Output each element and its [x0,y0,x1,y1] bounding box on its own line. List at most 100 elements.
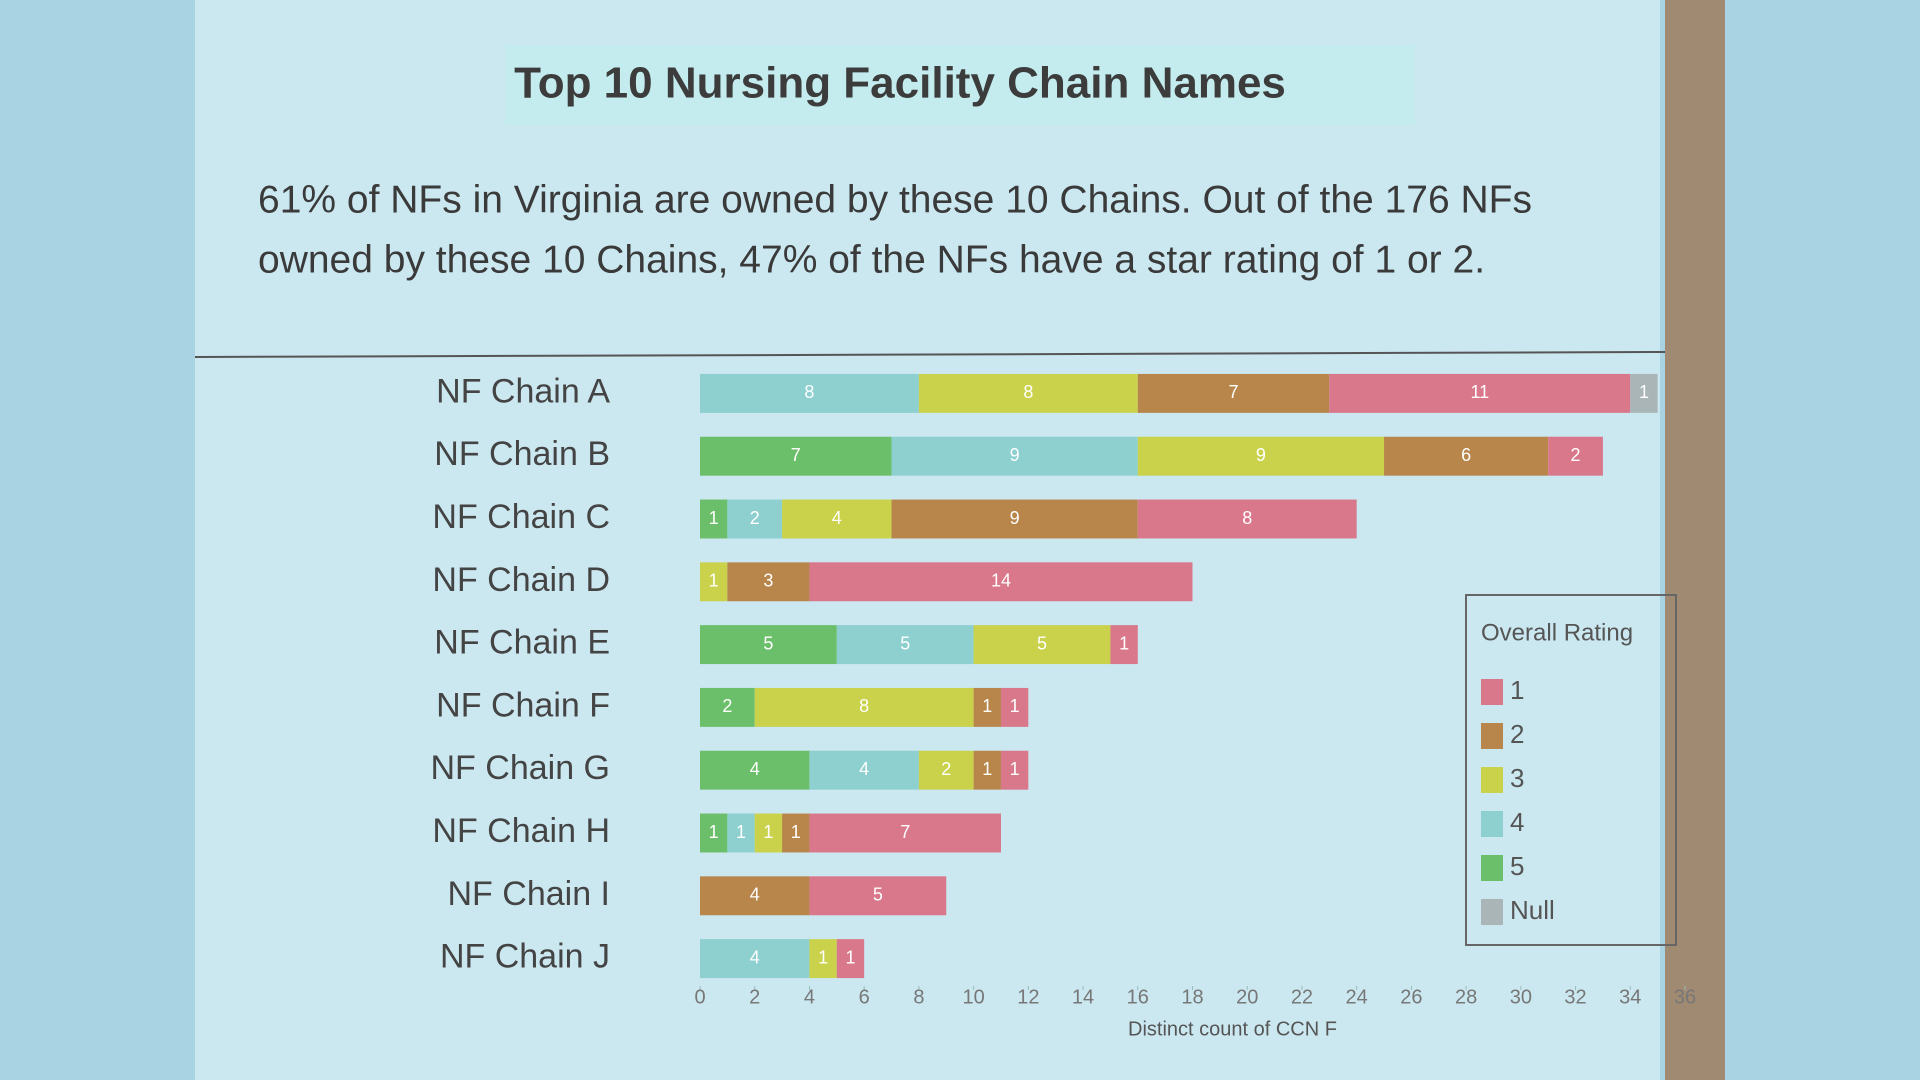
bar-value-label: 9 [1010,445,1020,465]
bar-value-label: 1 [709,822,719,842]
bar-value-label: 14 [991,571,1011,591]
bar-value-label: 2 [1571,445,1581,465]
bar-value-label: 7 [1229,382,1239,402]
bar-value-label: 1 [736,822,746,842]
bar-segment [891,499,1138,539]
bar-value-label: 2 [722,696,732,716]
x-tick-label: 26 [1400,986,1422,1008]
bar-segment [700,876,810,916]
y-tick-label: NF Chain I [448,875,611,913]
bar-segment [809,750,919,790]
bar-segment [836,939,865,979]
x-tick-label: 20 [1236,986,1258,1008]
bar-value-label: 1 [1639,382,1649,402]
bar-segment [700,562,728,602]
x-tick-label: 12 [1017,986,1039,1008]
bar-segment [1137,499,1357,539]
wall-edge [1665,0,1725,1080]
bar-value-label: 1 [845,947,855,967]
title-box [505,45,1415,125]
bar-value-label: 1 [982,759,992,779]
bar-value-label: 8 [1023,382,1033,402]
bar-value-label: 5 [900,633,910,653]
bar-value-label: 1 [982,696,992,716]
x-tick-label: 18 [1181,986,1203,1008]
bar-segment [1630,373,1658,413]
y-tick-label: NF Chain E [434,624,610,662]
bar-segment [918,373,1138,413]
bar-segment [891,436,1138,476]
bar-segment [1329,373,1631,413]
bar-segment [973,625,1111,665]
bar-value-label: 8 [804,382,814,402]
bar-value-label: 11 [1470,382,1489,402]
bar-value-label: 4 [859,759,869,779]
x-tick-label: 2 [749,986,760,1008]
bar-segment [1000,687,1029,727]
bar-segment [1110,625,1138,665]
legend-label: 1 [1510,675,1524,705]
bar-segment [809,813,1001,853]
legend-swatch [1481,811,1503,837]
bar-segment [700,436,892,476]
bar-segment [700,625,837,665]
x-tick-label: 10 [962,986,984,1008]
bar-value-label: 1 [709,508,719,528]
bar-segment [809,939,837,979]
bar-segment [1137,436,1385,476]
x-tick-label: 22 [1291,986,1313,1008]
x-tick-label: 24 [1346,986,1368,1008]
bar-value-label: 5 [873,885,883,905]
bar-segment [700,499,728,539]
x-tick-label: 0 [694,986,705,1008]
legend-label: Null [1510,895,1555,925]
bar-value-label: 5 [763,633,773,653]
legend-swatch [1481,899,1503,925]
bar-value-label: 9 [1010,508,1020,528]
bar-segment [727,499,783,539]
x-tick-label: 28 [1455,986,1477,1008]
bar-segment [754,687,974,727]
y-tick-label: NF Chain C [432,498,610,536]
legend-swatch [1481,679,1503,705]
y-tick-label: NF Chain F [436,686,610,724]
bar-value-label: 1 [709,571,719,591]
bar-value-label: 7 [791,445,801,465]
bar-value-label: 4 [750,759,760,779]
bar-segment [700,939,810,979]
x-axis-label: Distinct count of CCN F [1128,1018,1337,1040]
bar-value-label: 9 [1256,445,1266,465]
bar-segment [700,373,919,413]
x-tick-label: 6 [859,986,870,1008]
x-tick-label: 14 [1072,986,1094,1008]
bar-value-label: 6 [1461,445,1471,465]
legend-swatch [1481,767,1503,793]
x-tick-label: 36 [1674,986,1696,1008]
y-tick-label: NF Chain G [431,749,611,787]
y-tick-label: NF Chain B [434,435,610,473]
bar-segment [700,813,728,853]
x-tick-label: 32 [1564,986,1586,1008]
bar-segment [918,750,974,790]
y-tick-label: NF Chain A [436,372,610,410]
bar-segment [1548,436,1603,476]
divider [194,351,1666,358]
x-tick-label: 8 [913,986,924,1008]
bar-value-label: 8 [859,696,869,716]
bar-segment [754,813,783,853]
bar-value-label: 4 [750,885,760,905]
x-tick-label: 34 [1619,986,1641,1008]
bar-segment [836,625,974,665]
bar-segment [727,562,810,602]
bar-value-label: 7 [900,822,910,842]
legend-label: 3 [1510,763,1524,793]
x-tick-label: 4 [804,986,815,1008]
bar-segment [809,876,947,916]
x-tick-label: 16 [1127,986,1149,1008]
bar-value-label: 3 [763,571,773,591]
bar-segment [700,687,755,727]
chart-title: Top 10 Nursing Facility Chain Names [514,59,1286,108]
bar-value-label: 1 [791,822,801,842]
